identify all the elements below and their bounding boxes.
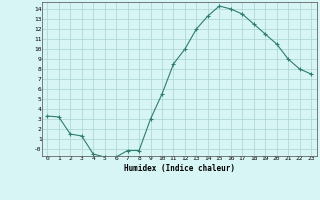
X-axis label: Humidex (Indice chaleur): Humidex (Indice chaleur): [124, 164, 235, 173]
